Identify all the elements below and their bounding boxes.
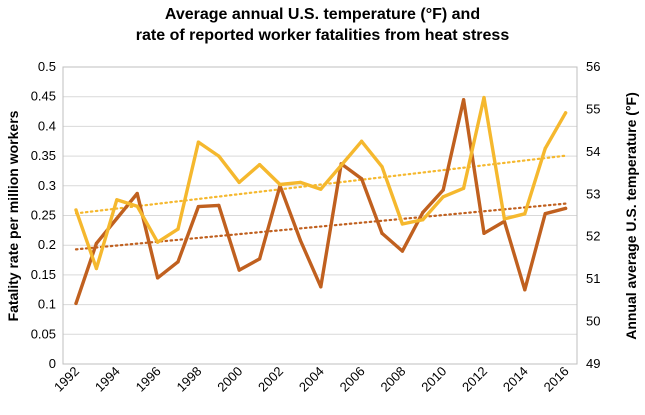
data-point [441, 195, 445, 199]
data-point [502, 219, 506, 224]
data-point [258, 257, 262, 261]
x-tick-label: 2012 [459, 364, 490, 395]
x-tick-label: 2006 [337, 364, 368, 395]
plot-frame [62, 66, 578, 365]
x-tick-label: 1996 [133, 364, 164, 395]
data-point [237, 268, 241, 272]
data-point [115, 216, 119, 221]
data-point [360, 139, 364, 143]
data-point [237, 180, 241, 185]
data-point [74, 301, 78, 306]
data-point [543, 146, 547, 151]
x-tick-label: 2010 [418, 364, 449, 395]
data-point [482, 95, 486, 100]
x-tick-label: 2004 [296, 364, 327, 395]
left-tick-label: 0.1 [38, 297, 56, 312]
data-point [176, 260, 180, 264]
left-axis-ticks: 0 0.05 0.1 0.15 0.2 0.25 0.3 0.35 0.4 0.45 0.5 [31, 59, 56, 371]
data-point [94, 241, 98, 246]
x-tick-label: 2014 [500, 364, 531, 395]
data-point [380, 231, 384, 235]
series-lines [74, 95, 568, 306]
data-point [298, 238, 302, 243]
data-point [278, 182, 282, 187]
right-axis-title: Annual average U.S. temperature (°F) [623, 92, 639, 340]
data-point [523, 288, 527, 292]
data-point [360, 177, 364, 181]
data-point [482, 231, 486, 235]
data-point [502, 217, 506, 221]
trendlines [74, 154, 567, 251]
left-axis-title: Fatality rate per million workers [5, 110, 21, 321]
right-tick-label: 55 [586, 101, 600, 116]
data-point [217, 203, 221, 208]
data-point [135, 191, 139, 196]
left-tick-label: 0.4 [38, 118, 56, 133]
left-tick-label: 0.2 [38, 237, 56, 252]
x-tick-label: 2002 [255, 364, 286, 395]
data-point [94, 266, 98, 271]
data-point [74, 208, 78, 212]
right-tick-label: 54 [586, 144, 600, 159]
x-tick-label: 1994 [92, 364, 123, 395]
chart-title-line-1: Average annual U.S. temperature (°F) and [164, 6, 481, 23]
x-axis-ticks: 1992 1994 1996 1998 2000 2002 2004 2006 2008 2010… [51, 364, 572, 395]
data-point [564, 206, 568, 210]
x-tick-label: 2008 [377, 364, 408, 395]
data-point [523, 212, 527, 216]
data-point [156, 240, 160, 244]
data-point [380, 165, 384, 169]
right-tick-label: 51 [586, 271, 600, 286]
data-point [339, 163, 343, 168]
chart-title: Average annual U.S. temperature (°F) and… [0, 4, 645, 46]
data-point [217, 154, 221, 158]
left-tick-label: 0.3 [38, 178, 56, 193]
right-axis-ticks: 49 50 51 52 53 54 55 56 [586, 59, 600, 371]
data-point [298, 180, 302, 185]
left-tick-label: 0.25 [31, 208, 56, 223]
data-point [400, 249, 404, 253]
left-tick-label: 0.15 [31, 267, 56, 282]
data-point [258, 162, 262, 167]
x-tick-label: 2000 [214, 364, 245, 395]
data-point [421, 210, 425, 215]
data-point [564, 111, 568, 115]
left-tick-label: 0.5 [38, 59, 56, 74]
data-point [135, 204, 139, 208]
data-point [196, 204, 200, 209]
x-tick-label: 1998 [173, 364, 204, 395]
gridlines [63, 66, 577, 365]
data-point [441, 188, 445, 192]
data-point [462, 98, 466, 102]
right-tick-label: 49 [586, 356, 600, 371]
left-tick-label: 0.05 [31, 326, 56, 341]
data-point [319, 187, 323, 191]
right-tick-label: 50 [586, 314, 600, 329]
data-point [115, 198, 119, 202]
data-point [319, 285, 323, 289]
data-point [543, 212, 547, 216]
left-tick-label: 0.45 [31, 89, 56, 104]
right-tick-label: 53 [586, 186, 600, 201]
data-point [400, 222, 404, 226]
data-point [176, 227, 180, 231]
data-point [462, 186, 466, 190]
series-line-fatality-rate [74, 97, 568, 306]
data-point [196, 140, 200, 144]
trendline-temperature [74, 154, 567, 215]
chart-title-line-2: rate of reported worker fatalities from … [135, 27, 510, 44]
left-tick-label: 0 [49, 356, 56, 371]
data-point [421, 218, 425, 222]
left-tick-label: 0.35 [31, 148, 56, 163]
data-point [156, 276, 160, 280]
x-tick-label: 2016 [541, 364, 572, 395]
right-tick-label: 52 [586, 229, 600, 244]
right-tick-label: 56 [586, 59, 600, 74]
